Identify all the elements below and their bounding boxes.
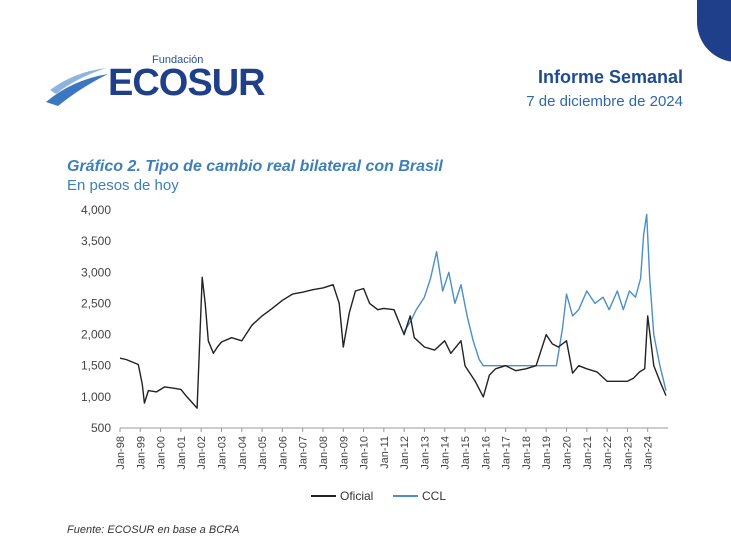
x-tick-label: Jan-22 <box>602 436 614 470</box>
x-tick-label: Jan-07 <box>298 436 310 470</box>
x-tick-label: Jan-06 <box>277 436 289 470</box>
x-tick-label: Jan-10 <box>359 436 371 470</box>
ecosur-logo: Fundación ECOSUR <box>44 54 274 114</box>
y-tick-label: 4,000 <box>81 203 111 217</box>
x-tick-label: Jan-21 <box>582 436 594 470</box>
chart-subtitle: En pesos de hoy <box>67 177 179 194</box>
series-line-ccl <box>403 213 667 391</box>
x-tick-label: Jan-18 <box>521 436 533 470</box>
y-tick-label: 3,500 <box>81 234 111 248</box>
x-tick-label: Jan-13 <box>419 436 431 470</box>
y-tick-label: 3,000 <box>81 265 111 279</box>
x-tick-label: Jan-08 <box>318 436 330 470</box>
source-note: Fuente: ECOSUR en base a BCRA <box>67 524 240 536</box>
x-tick-label: Jan-01 <box>176 436 188 470</box>
x-tick-label: Jan-16 <box>480 436 492 470</box>
x-tick-label: Jan-12 <box>399 436 411 470</box>
logo-swoosh-icon <box>46 68 108 106</box>
x-tick-label: Jan-09 <box>338 436 350 470</box>
x-tick-label: Jan-15 <box>460 436 472 470</box>
x-tick-label: Jan-19 <box>541 436 553 470</box>
logo-brand-text: ECOSUR <box>108 62 266 104</box>
y-tick-label: 500 <box>91 421 111 435</box>
x-tick-label: Jan-00 <box>156 436 168 470</box>
report-title: Informe Semanal <box>537 67 683 87</box>
logo-foundation-text: Fundación <box>152 54 204 66</box>
x-tick-label: Jan-23 <box>622 436 634 470</box>
x-tick-label: Jan-02 <box>196 436 208 470</box>
x-tick-label: Jan-20 <box>562 436 574 470</box>
x-tick-label: Jan-14 <box>440 436 452 470</box>
y-tick-label: 1,000 <box>81 390 111 404</box>
series-line-oficial <box>119 276 667 409</box>
report-date: 7 de diciembre de 2024 <box>526 93 683 110</box>
x-tick-label: Jan-24 <box>643 436 655 470</box>
x-tick-label: Jan-99 <box>135 436 147 470</box>
legend-label-oficial: Oficial <box>340 489 373 503</box>
x-tick-label: Jan-11 <box>379 436 391 469</box>
x-tick-label: Jan-98 <box>115 436 127 470</box>
x-tick-label: Jan-04 <box>237 436 249 470</box>
x-tick-label: Jan-05 <box>257 436 269 470</box>
y-tick-label: 2,000 <box>81 328 111 342</box>
y-tick-label: 1,500 <box>81 359 111 373</box>
chart-title: Gráfico 2. Tipo de cambio real bilateral… <box>67 158 443 175</box>
x-tick-label: Jan-17 <box>501 436 513 470</box>
y-tick-label: 2,500 <box>81 296 111 310</box>
x-tick-label: Jan-03 <box>216 436 228 470</box>
legend-label-ccl: CCL <box>422 489 446 503</box>
